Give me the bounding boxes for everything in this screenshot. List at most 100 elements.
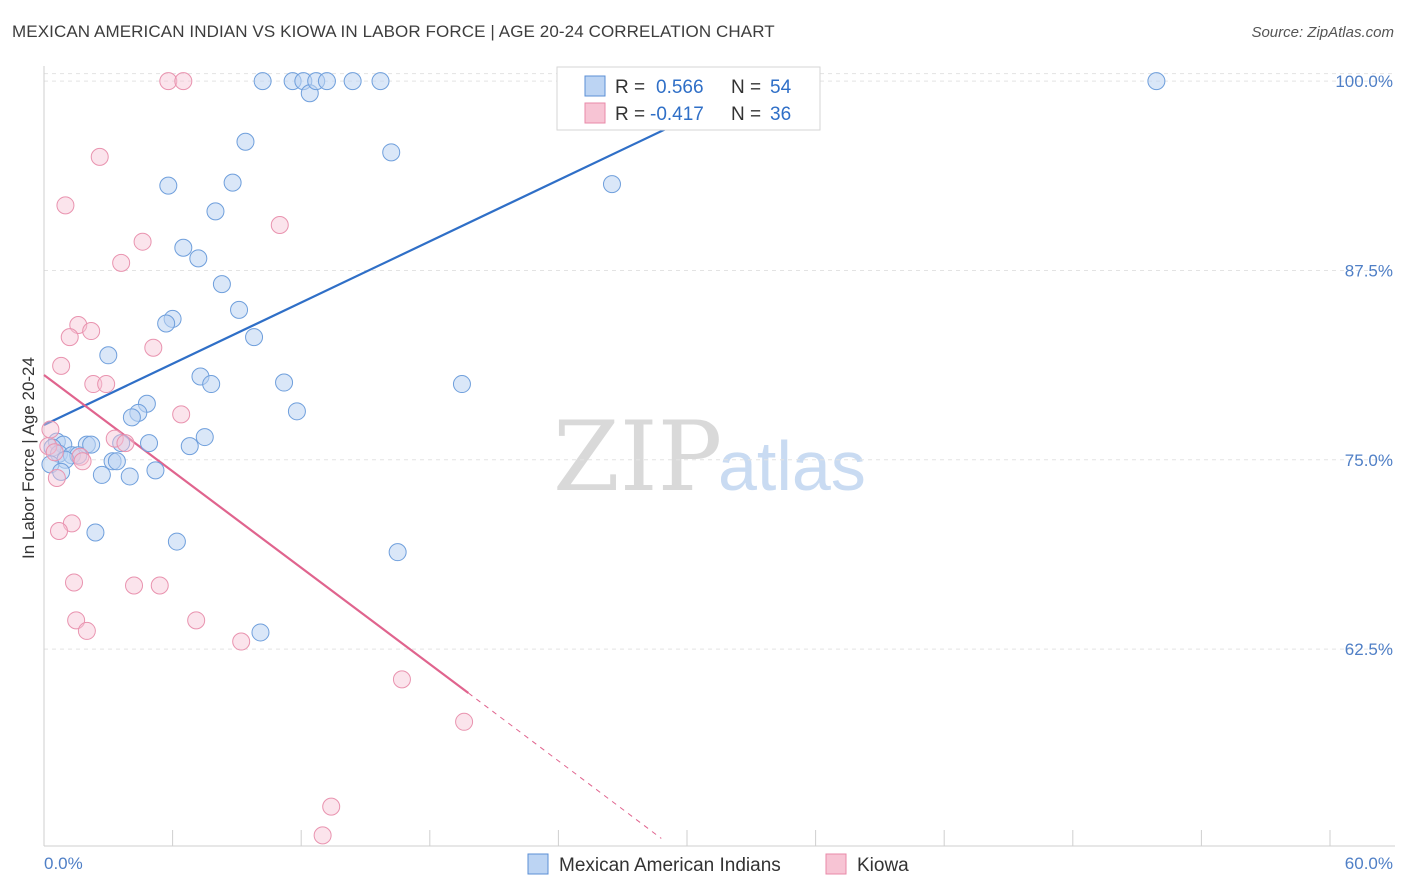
point-kiowa bbox=[174, 72, 193, 91]
point-kiowa bbox=[47, 468, 66, 487]
point-mexican-american-indians bbox=[230, 300, 249, 319]
point-mexican-american-indians bbox=[275, 373, 294, 392]
point-kiowa bbox=[455, 712, 474, 731]
point-kiowa bbox=[97, 375, 116, 394]
legend-r-label-blue: R = bbox=[615, 77, 645, 98]
point-mexican-american-indians bbox=[287, 402, 306, 421]
point-kiowa bbox=[270, 216, 289, 235]
point-mexican-american-indians bbox=[146, 461, 165, 480]
point-mexican-american-indians bbox=[174, 238, 193, 257]
point-kiowa bbox=[84, 375, 103, 394]
point-mexican-american-indians bbox=[343, 72, 362, 91]
series-legend-label-pink: Kiowa bbox=[857, 855, 909, 876]
legend-n-label-blue: N = bbox=[731, 77, 761, 98]
point-mexican-american-indians bbox=[245, 328, 264, 347]
point-kiowa bbox=[77, 621, 96, 640]
series-legend: Mexican American Indians Kiowa bbox=[527, 853, 909, 876]
point-mexican-american-indians bbox=[122, 408, 141, 427]
point-mexican-american-indians bbox=[180, 437, 199, 456]
y-tick-label: 87.5% bbox=[1345, 261, 1393, 280]
point-kiowa bbox=[313, 826, 332, 845]
point-mexican-american-indians bbox=[253, 72, 272, 91]
point-mexican-american-indians bbox=[189, 249, 208, 268]
point-mexican-american-indians bbox=[236, 132, 255, 151]
point-kiowa bbox=[232, 632, 251, 651]
point-kiowa bbox=[159, 72, 178, 91]
point-kiowa bbox=[50, 521, 69, 540]
point-kiowa bbox=[45, 443, 64, 462]
point-mexican-american-indians bbox=[82, 435, 101, 454]
point-mexican-american-indians bbox=[167, 532, 186, 551]
source-label: Source: ZipAtlas.com bbox=[1251, 24, 1394, 41]
point-kiowa bbox=[52, 356, 71, 375]
point-mexican-american-indians bbox=[371, 72, 390, 91]
point-mexican-american-indians bbox=[120, 467, 139, 486]
point-kiowa bbox=[90, 147, 109, 166]
point-mexican-american-indians bbox=[107, 452, 126, 471]
point-mexican-american-indians bbox=[317, 72, 336, 91]
point-kiowa bbox=[105, 429, 124, 448]
point-mexican-american-indians bbox=[112, 434, 131, 453]
legend-r-value-pink: -0.417 bbox=[650, 104, 704, 125]
series-legend-swatch-blue bbox=[527, 853, 549, 875]
point-kiowa bbox=[322, 797, 341, 816]
point-kiowa bbox=[71, 447, 90, 466]
point-kiowa bbox=[392, 670, 411, 689]
series-legend-label-blue: Mexican American Indians bbox=[559, 855, 781, 876]
y-tick-labels: 62.5% 75.0% 87.5% 100.0% bbox=[1335, 72, 1393, 659]
point-mexican-american-indians bbox=[1147, 72, 1166, 91]
legend-r-value-blue: 0.566 bbox=[656, 77, 704, 98]
y-tick-label: 100.0% bbox=[1335, 72, 1393, 91]
trendline-mexican-american-indians bbox=[43, 77, 774, 426]
point-kiowa bbox=[150, 576, 169, 595]
y-tick-label: 62.5% bbox=[1345, 640, 1393, 659]
legend-swatch-blue bbox=[584, 75, 606, 97]
point-kiowa bbox=[112, 253, 131, 272]
legend-r-label-pink: R = bbox=[615, 104, 645, 125]
legend-n-label-pink: N = bbox=[731, 104, 761, 125]
point-kiowa bbox=[116, 434, 135, 453]
legend-swatch-pink bbox=[584, 102, 606, 124]
point-kiowa bbox=[82, 322, 101, 341]
chart-title: MEXICAN AMERICAN INDIAN VS KIOWA IN LABO… bbox=[12, 22, 775, 41]
point-kiowa bbox=[73, 452, 92, 471]
point-kiowa bbox=[125, 576, 144, 595]
point-kiowa bbox=[172, 405, 191, 424]
point-mexican-american-indians bbox=[212, 275, 231, 294]
point-mexican-american-indians bbox=[251, 623, 270, 642]
point-mexican-american-indians bbox=[382, 143, 401, 162]
series-legend-swatch-pink bbox=[825, 853, 847, 875]
point-mexican-american-indians bbox=[99, 346, 118, 365]
trendline-kiowa bbox=[43, 374, 470, 694]
trendline-kiowa-extension bbox=[468, 692, 662, 839]
point-kiowa bbox=[67, 611, 86, 630]
point-kiowa bbox=[144, 338, 163, 357]
point-kiowa bbox=[65, 573, 84, 592]
point-mexican-american-indians bbox=[86, 523, 105, 542]
point-mexican-american-indians bbox=[157, 314, 176, 333]
y-tick-label: 75.0% bbox=[1345, 451, 1393, 470]
point-mexican-american-indians bbox=[92, 465, 111, 484]
point-mexican-american-indians bbox=[223, 173, 242, 192]
point-kiowa bbox=[41, 420, 60, 439]
point-mexican-american-indians bbox=[195, 428, 214, 447]
point-mexican-american-indians bbox=[602, 175, 621, 194]
legend-n-value-blue: 54 bbox=[770, 77, 792, 98]
data-points bbox=[39, 72, 1166, 845]
point-mexican-american-indians bbox=[159, 176, 178, 195]
gridlines bbox=[44, 73, 1395, 650]
point-mexican-american-indians bbox=[452, 375, 471, 394]
axes bbox=[43, 66, 1395, 847]
stats-legend: R = 0.566 N = 54 R = -0.417 N = 36 bbox=[556, 66, 821, 131]
point-kiowa bbox=[187, 611, 206, 630]
point-mexican-american-indians bbox=[202, 375, 221, 394]
point-mexican-american-indians bbox=[140, 434, 159, 453]
point-mexican-american-indians bbox=[206, 202, 225, 221]
trend-lines bbox=[43, 77, 774, 839]
watermark-atlas: atlas bbox=[718, 427, 866, 505]
x-tick-label-max: 60.0% bbox=[1345, 854, 1393, 873]
point-kiowa bbox=[60, 328, 79, 347]
y-axis-title: In Labor Force | Age 20-24 bbox=[19, 357, 38, 559]
legend-n-value-pink: 36 bbox=[770, 104, 791, 125]
